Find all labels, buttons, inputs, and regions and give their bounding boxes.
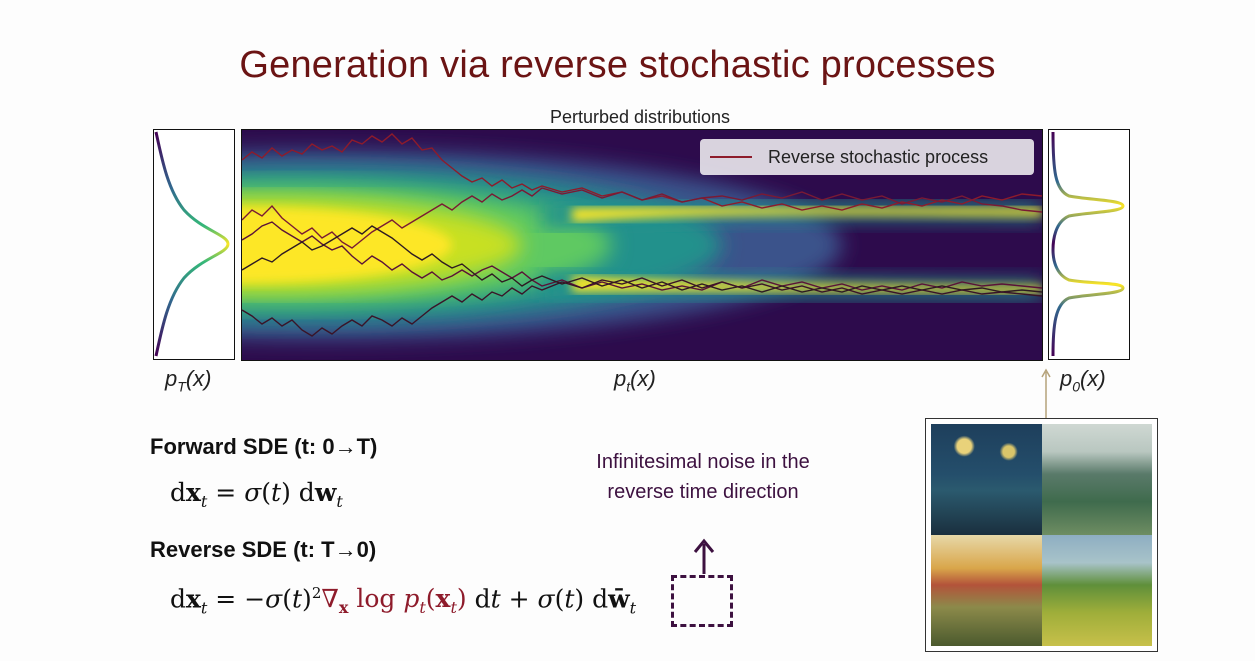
up-arrow-connector-icon [1041,368,1051,418]
noise-term-highlight-box [671,575,733,627]
figure-title: Perturbed distributions [549,107,731,127]
reverse-sde-heading: Reverse SDE (t: T→0) [150,537,377,562]
painting-house-garden [931,535,1042,646]
pt-label: pt(x) [614,366,656,395]
forward-sde-heading: Forward SDE (t: 0→T) [150,434,378,459]
forward-sde-equation: dxt = σ(t) dwt [170,478,343,511]
p0-label: p0(x) [1060,366,1106,395]
legend-line-swatch [710,156,752,158]
noise-annotation: Infinitesimal noise in the reverse time … [596,451,810,503]
data-density-panel [1048,129,1130,360]
legend: Reverse stochastic process [700,139,1034,175]
painting-wheat-field [1041,535,1152,646]
legend-label: Reverse stochastic process [768,146,989,167]
painting-village-landscape [1041,424,1152,535]
painting-starry-night-rhone [931,424,1042,535]
sample-paintings-grid [925,418,1158,652]
prior-density-panel [153,129,235,360]
pT-label: pT(x) [165,366,212,395]
arrow-up-icon [693,538,715,574]
reverse-sde-equation: dxt = −σ(t)2∇x log pt(xt) dt + σ(t) dw̄t [170,584,637,618]
perturbed-distributions-heatmap [241,129,1043,361]
slide-title: Generation via reverse stochastic proces… [239,44,996,86]
